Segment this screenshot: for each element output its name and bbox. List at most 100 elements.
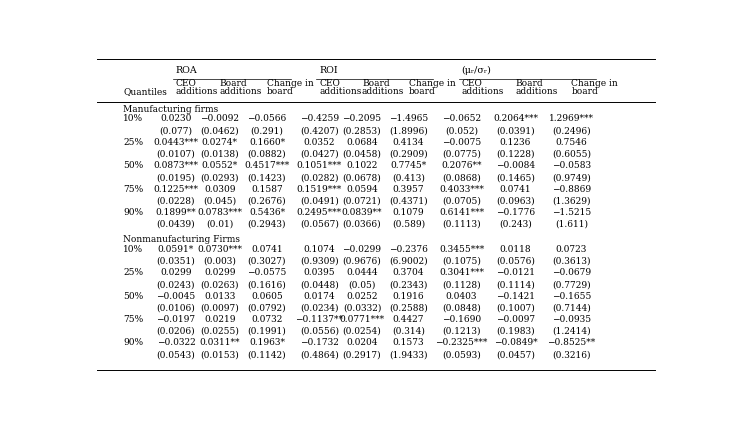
Text: (0.1423): (0.1423)	[247, 173, 286, 182]
Text: 75%: 75%	[123, 315, 143, 324]
Text: 0.0403: 0.0403	[446, 292, 477, 300]
Text: (0.0576): (0.0576)	[496, 257, 535, 266]
Text: 0.1074: 0.1074	[303, 245, 335, 254]
Text: −1.4965: −1.4965	[389, 115, 428, 123]
Text: 0.0839**: 0.0839**	[342, 208, 382, 217]
Text: (0.05): (0.05)	[348, 280, 376, 289]
Text: (0.0282): (0.0282)	[300, 173, 338, 182]
Text: −0.0084: −0.0084	[496, 161, 535, 170]
Text: Change in: Change in	[267, 79, 313, 89]
Text: (0.7144): (0.7144)	[552, 303, 591, 312]
Text: 0.1022: 0.1022	[346, 161, 377, 170]
Text: additions: additions	[319, 87, 362, 96]
Text: 0.0741: 0.0741	[500, 184, 531, 194]
Text: 0.0741: 0.0741	[251, 245, 283, 254]
Text: (0.2343): (0.2343)	[390, 280, 428, 289]
Text: ROI: ROI	[319, 66, 338, 75]
Text: −0.0075: −0.0075	[442, 138, 481, 147]
Text: (0.0427): (0.0427)	[300, 150, 338, 159]
Text: (0.3027): (0.3027)	[247, 257, 286, 266]
Text: −0.1137**: −0.1137**	[295, 315, 344, 324]
Text: −0.0045: −0.0045	[156, 292, 195, 300]
Text: 0.3041***: 0.3041***	[439, 268, 484, 277]
Text: 0.7546: 0.7546	[556, 138, 587, 147]
Text: (0.2943): (0.2943)	[247, 220, 286, 229]
Text: additions: additions	[462, 87, 504, 96]
Text: (1.3629): (1.3629)	[552, 197, 591, 206]
Text: 0.0730***: 0.0730***	[197, 245, 242, 254]
Text: −0.0097: −0.0097	[496, 315, 535, 324]
Text: 0.2064***: 0.2064***	[493, 115, 538, 123]
Text: −0.0092: −0.0092	[200, 115, 239, 123]
Text: board: board	[571, 87, 598, 96]
Text: (0.0391): (0.0391)	[496, 126, 535, 135]
Text: 0.3704: 0.3704	[393, 268, 424, 277]
Text: −0.0322: −0.0322	[156, 339, 195, 347]
Text: Board: Board	[515, 79, 543, 89]
Text: (0.045): (0.045)	[203, 197, 236, 206]
Text: (1.2414): (1.2414)	[552, 327, 591, 336]
Text: 0.5436*: 0.5436*	[249, 208, 285, 217]
Text: 0.4427: 0.4427	[393, 315, 424, 324]
Text: (0.0439): (0.0439)	[156, 220, 195, 229]
Text: (0.0234): (0.0234)	[300, 303, 338, 312]
Text: (0.0556): (0.0556)	[299, 327, 339, 336]
Text: (0.0153): (0.0153)	[200, 350, 239, 359]
Text: (0.2853): (0.2853)	[343, 126, 381, 135]
Text: (0.0775): (0.0775)	[442, 150, 481, 159]
Text: (0.0107): (0.0107)	[156, 150, 195, 159]
Text: (0.1616): (0.1616)	[247, 280, 286, 289]
Text: (1.8996): (1.8996)	[389, 126, 428, 135]
Text: −0.0566: −0.0566	[247, 115, 286, 123]
Text: 25%: 25%	[123, 268, 143, 277]
Text: 0.2076**: 0.2076**	[441, 161, 482, 170]
Text: 0.1236: 0.1236	[500, 138, 531, 147]
Text: (0.1128): (0.1128)	[442, 280, 481, 289]
Text: (0.0195): (0.0195)	[156, 173, 195, 182]
Text: CEO: CEO	[319, 79, 340, 89]
Text: 0.4517***: 0.4517***	[244, 161, 290, 170]
Text: (0.1075): (0.1075)	[442, 257, 481, 266]
Text: 90%: 90%	[123, 339, 143, 347]
Text: −0.1776: −0.1776	[496, 208, 535, 217]
Text: 0.1916: 0.1916	[393, 292, 424, 300]
Text: 0.0783***: 0.0783***	[197, 208, 242, 217]
Text: 0.3957: 0.3957	[393, 184, 424, 194]
Text: (0.243): (0.243)	[499, 220, 532, 229]
Text: (0.2917): (0.2917)	[343, 350, 381, 359]
Text: (0.2909): (0.2909)	[389, 150, 428, 159]
Text: (6.9002): (6.9002)	[389, 257, 428, 266]
Text: (0.0678): (0.0678)	[343, 173, 382, 182]
Text: (0.003): (0.003)	[203, 257, 236, 266]
Text: (0.0868): (0.0868)	[442, 173, 481, 182]
Text: (0.077): (0.077)	[159, 126, 192, 135]
Text: 0.1225***: 0.1225***	[153, 184, 198, 194]
Text: (0.0332): (0.0332)	[343, 303, 381, 312]
Text: (0.1991): (0.1991)	[247, 327, 286, 336]
Text: 0.4134: 0.4134	[393, 138, 424, 147]
Text: (0.0458): (0.0458)	[343, 150, 382, 159]
Text: 0.7745*: 0.7745*	[390, 161, 426, 170]
Text: (0.1007): (0.1007)	[496, 303, 535, 312]
Text: 0.0204: 0.0204	[346, 339, 378, 347]
Text: (0.589): (0.589)	[392, 220, 425, 229]
Text: (0.01): (0.01)	[206, 220, 233, 229]
Text: 50%: 50%	[123, 292, 143, 300]
Text: 0.0118: 0.0118	[500, 245, 531, 254]
Text: (0.0351): (0.0351)	[156, 257, 195, 266]
Text: (0.314): (0.314)	[392, 327, 425, 336]
Text: (0.2496): (0.2496)	[552, 126, 591, 135]
Text: (0.9676): (0.9676)	[343, 257, 382, 266]
Text: 0.1587: 0.1587	[251, 184, 283, 194]
Text: 1.2969***: 1.2969***	[549, 115, 594, 123]
Text: −0.8525**: −0.8525**	[547, 339, 595, 347]
Text: (0.4371): (0.4371)	[389, 197, 428, 206]
Text: 0.0230: 0.0230	[160, 115, 192, 123]
Text: (0.052): (0.052)	[445, 126, 478, 135]
Text: additions: additions	[515, 87, 558, 96]
Text: (0.0721): (0.0721)	[343, 197, 381, 206]
Text: 0.0274*: 0.0274*	[202, 138, 238, 147]
Text: 0.1963*: 0.1963*	[249, 339, 285, 347]
Text: additions: additions	[176, 87, 218, 96]
Text: (0.0491): (0.0491)	[300, 197, 338, 206]
